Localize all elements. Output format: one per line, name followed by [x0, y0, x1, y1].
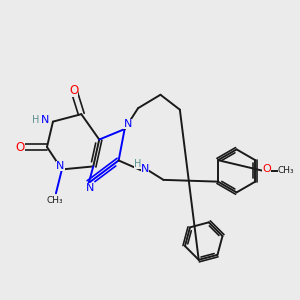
- Text: CH₃: CH₃: [278, 167, 294, 176]
- Text: N: N: [40, 115, 49, 125]
- Text: H: H: [134, 159, 142, 169]
- Text: O: O: [69, 84, 79, 97]
- Text: N: N: [52, 197, 60, 207]
- Text: N: N: [56, 161, 64, 171]
- Text: H: H: [32, 115, 39, 125]
- Text: N: N: [86, 183, 94, 193]
- Text: CH₃: CH₃: [46, 196, 63, 205]
- Text: O: O: [16, 140, 25, 154]
- Text: N: N: [141, 164, 149, 173]
- Text: N: N: [123, 119, 132, 129]
- Text: O: O: [262, 164, 271, 174]
